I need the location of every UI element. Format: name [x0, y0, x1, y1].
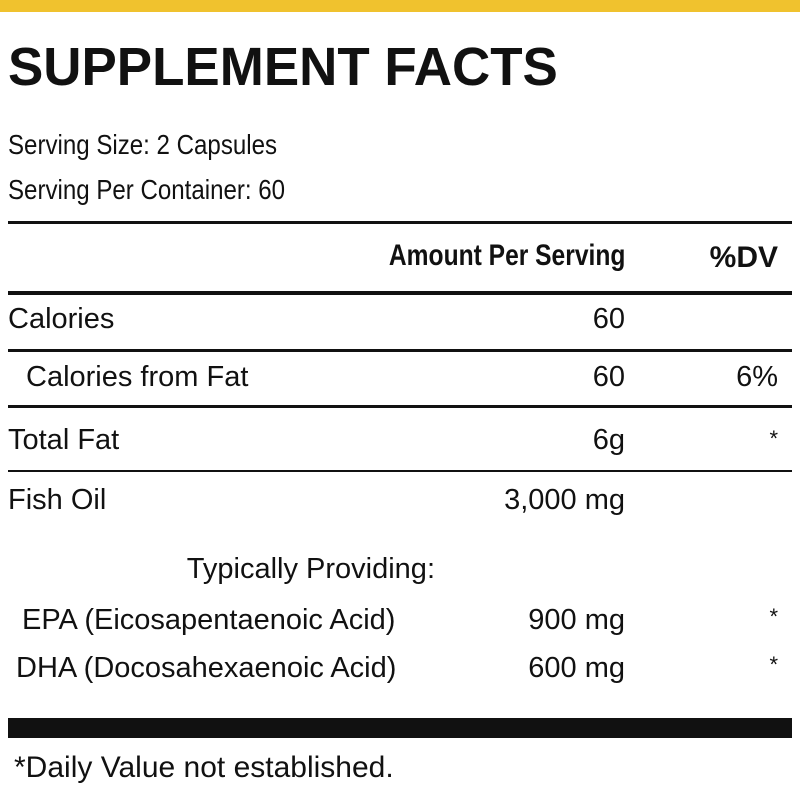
rule	[8, 221, 792, 224]
row-label: Fish Oil	[8, 484, 107, 516]
row-dv: *	[769, 652, 778, 677]
servings-per-container: Serving Per Container: 60	[8, 174, 286, 205]
row-amount: 6g	[592, 424, 625, 456]
row-label: Typically Providing:	[186, 553, 435, 585]
row-label: EPA (Eicosapentaenoic Acid)	[22, 604, 396, 636]
footnote: *Daily Value not established.	[14, 751, 394, 784]
row-label: Total Fat	[8, 424, 120, 456]
rule	[8, 405, 792, 408]
row-dv: 6%	[736, 361, 778, 393]
column-header: %DV	[709, 241, 778, 274]
rule	[8, 470, 792, 472]
thick-rule	[8, 718, 792, 738]
row-label: DHA (Docosahexaenoic Acid)	[16, 652, 397, 684]
row-label: Calories from Fat	[26, 361, 249, 393]
top-bar	[0, 0, 800, 12]
row-amount: 900 mg	[528, 604, 625, 636]
title: SUPPLEMENT FACTS	[8, 37, 558, 97]
row-amount: 3,000 mg	[504, 484, 625, 516]
row-amount: 60	[592, 361, 625, 393]
row-dv: *	[769, 426, 778, 451]
row-dv: *	[769, 604, 778, 629]
serving-size: Serving Size: 2 Capsules	[8, 129, 278, 160]
row-label: Calories	[8, 303, 115, 335]
row-amount: 60	[592, 303, 625, 335]
rule	[8, 291, 792, 295]
column-header: Amount Per Serving	[388, 239, 625, 272]
row-amount: 600 mg	[528, 652, 625, 684]
rule	[8, 349, 792, 352]
